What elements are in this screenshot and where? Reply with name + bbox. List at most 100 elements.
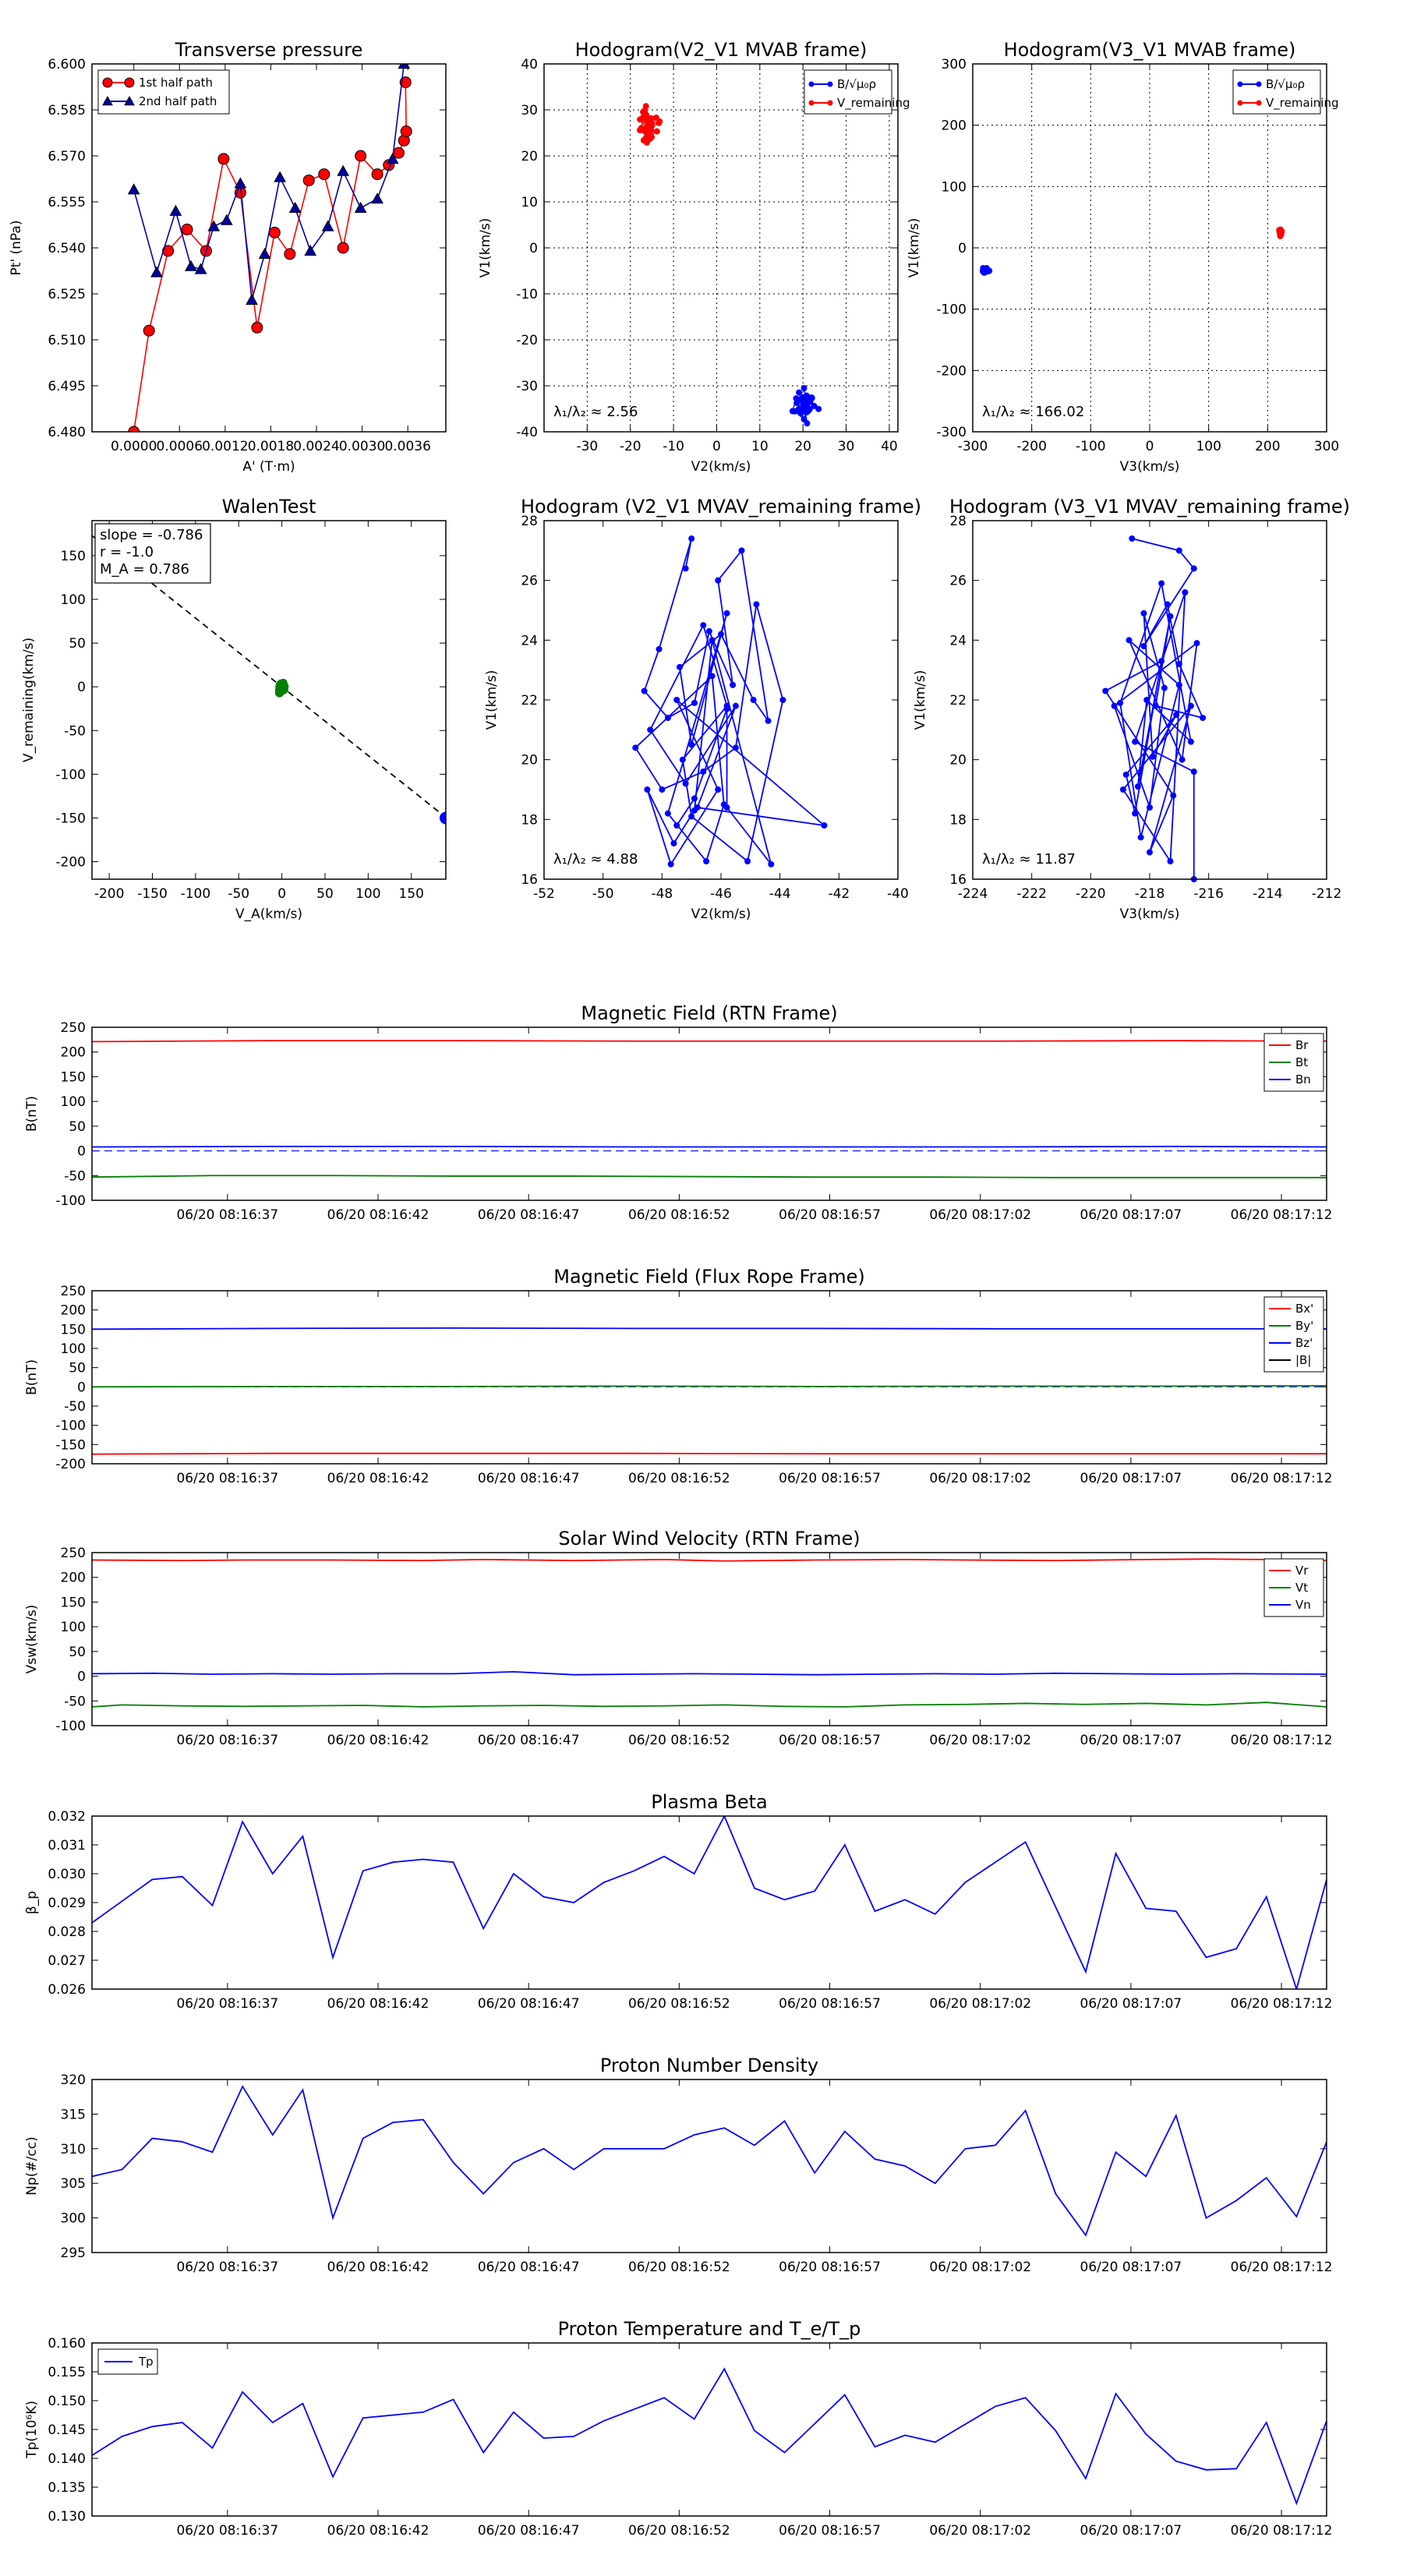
hodogram-v2v1-mvav-point (682, 780, 689, 787)
hodogram-v3v1-mvav-point (1173, 712, 1180, 719)
sw-velocity-series-group (92, 1558, 1327, 1708)
transverse-pressure-point (207, 220, 221, 231)
hodogram-v2v1-mvab-title: Hodogram(V2_V1 MVAB frame) (575, 39, 868, 61)
sw-velocity-ytick-label: -50 (64, 1694, 86, 1709)
sw-velocity-xtick-label: 06/20 08:16:42 (327, 1733, 429, 1748)
hodogram-v2v1-mvav-point (682, 565, 689, 572)
plasma-beta-series-group (92, 1816, 1327, 1989)
hodogram-v2v1-mvab-ytick-label: 10 (521, 195, 538, 210)
transverse-pressure-ytick-label: 6.510 (48, 333, 86, 348)
mag-fluxrope-line-Bz (92, 1327, 1327, 1330)
walen-test-xtick-label: 0 (277, 886, 286, 902)
sw-velocity-legend-label: Vr (1295, 1564, 1309, 1578)
walen-test-fit-line (92, 535, 446, 818)
transverse-pressure-xtick-label: 0.0012 (202, 439, 248, 454)
hodogram-v3v1-mvab-legend-marker (1237, 100, 1243, 106)
transverse-pressure-point (194, 263, 207, 274)
hodogram-v3v1-mvav-point (1102, 687, 1109, 694)
transverse-pressure-point (371, 193, 383, 204)
hodogram-v3v1-mvav-point (1187, 702, 1194, 709)
hodogram-v3v1-mvav-point (1182, 589, 1189, 595)
transverse-pressure-point (268, 226, 281, 239)
mag-rtn-xtick-label: 06/20 08:16:37 (176, 1207, 278, 1223)
hodogram-v2v1-mvab-xtick-label: -10 (663, 439, 684, 454)
hodogram-v2v1-mvab-xtick-label: 20 (794, 439, 811, 454)
transverse-pressure-point (400, 125, 412, 138)
transverse-pressure-point (337, 242, 349, 254)
hodogram-v2v1-mvav-point (732, 702, 739, 709)
walen-test-ylabel: V_remaining(km/s) (21, 638, 37, 762)
plasma-beta-ylabel: β_p (24, 1891, 40, 1914)
hodogram-v2v1-mvab-ytick-label: -20 (516, 333, 538, 348)
mag-rtn-ytick-label: -100 (55, 1193, 86, 1209)
hodogram-v2v1-mvav-ytick-label: 16 (521, 872, 538, 888)
sw-velocity-ytick-label: 250 (61, 1546, 86, 1561)
sw-velocity-ytick-label: -100 (55, 1719, 86, 1734)
hodogram-v2v1-mvav-point (664, 810, 671, 817)
plasma-beta-title: Plasma Beta (651, 1791, 767, 1813)
hodogram-v2v1-mvav-xlabel: V2(km/s) (691, 906, 751, 922)
transverse-pressure-point (274, 171, 287, 182)
hodogram-v2v1-mvab-point (639, 115, 646, 122)
hodogram-v2v1-mvab-point (645, 119, 652, 126)
hodogram-v2v1-mvav-point (723, 610, 730, 617)
mag-rtn-xtick-label: 06/20 08:16:57 (779, 1207, 881, 1223)
transverse-pressure-point (371, 168, 383, 181)
hodogram-v3v1-mvav-xtick-label: -214 (1253, 886, 1283, 902)
walen-test-xlabel: V_A(km/s) (235, 906, 302, 922)
hodogram-v2v1-mvav-point (709, 673, 716, 680)
proton-temperature-ytick-label: 0.155 (48, 2365, 86, 2380)
walen-test-point (275, 683, 284, 692)
proton-temperature-xtick-label: 06/20 08:16:57 (779, 2523, 881, 2539)
proton-density-xtick-label: 06/20 08:16:52 (628, 2260, 730, 2275)
hodogram-v2v1-mvav-xtick-label: -52 (533, 886, 555, 902)
hodogram-v2v1-mvab-ytick-label: 20 (521, 149, 538, 164)
hodogram-v3v1-mvav-ylabel: V1(km/s) (913, 670, 928, 730)
walen-test-ytick-label: -200 (55, 855, 86, 871)
proton-density-ytick-label: 320 (61, 2072, 86, 2088)
hodogram-v2v1-mvav-point (670, 840, 677, 846)
walen-test-xtick-label: -50 (228, 886, 249, 902)
proton-density-ytick-label: 305 (61, 2176, 86, 2192)
hodogram-v3v1-mvav-point (1158, 658, 1165, 665)
transverse-pressure-point (258, 247, 271, 259)
mag-fluxrope-plot-area (92, 1291, 1327, 1464)
hodogram-v2v1-mvav-point (664, 715, 671, 721)
hodogram-v2v1-mvab-ratio: λ₁/λ₂ ≈ 2.56 (553, 404, 638, 420)
proton-density-xtick-label: 06/20 08:16:57 (779, 2260, 881, 2275)
hodogram-v3v1-mvab-legend-marker (1256, 81, 1262, 87)
hodogram-v3v1-mvav-chart: Hodogram (V3_V1 MVAV_remaining frame) -22… (913, 496, 1350, 922)
hodogram-v3v1-mvab-xtick-label: 200 (1255, 439, 1280, 454)
mag-rtn-frame (91, 1027, 1327, 1201)
hodogram-v3v1-mvav-ytick-label: 18 (949, 812, 967, 828)
hodogram-v3v1-mvab-title: Hodogram(V3_V1 MVAB frame) (1004, 39, 1296, 61)
hodogram-v3v1-mvav-point (1126, 637, 1133, 644)
proton-temperature-ytick-label: 0.140 (48, 2451, 86, 2467)
hodogram-v2v1-mvab-legend-marker (827, 81, 833, 87)
hodogram-v3v1-mvav-frame (972, 520, 1327, 880)
transverse-pressure-ylabel: Pt' (nPa) (9, 221, 24, 276)
hodogram-v3v1-mvav-point (1158, 580, 1165, 587)
transverse-pressure-xtick-label: 0.0030 (339, 439, 385, 454)
walen-test-ytick-label: -50 (64, 723, 86, 739)
hodogram-v3v1-mvab-ytick-label: -100 (936, 302, 967, 318)
hodogram-v2v1-mvav-point (659, 786, 666, 793)
hodogram-v3v1-mvav-point (1122, 771, 1129, 778)
proton-density-ytick-label: 310 (61, 2142, 86, 2157)
hodogram-v3v1-mvav-point (1134, 783, 1141, 790)
sw-velocity-ytick-label: 150 (61, 1595, 86, 1610)
walen-test-textbox-line: slope = -0.786 (100, 527, 203, 543)
transverse-pressure-point (181, 223, 193, 235)
mag-rtn-xtick-label: 06/20 08:16:52 (628, 1207, 730, 1223)
transverse-pressure-point (321, 220, 334, 231)
hodogram-v2v1-mvav-point (709, 637, 716, 644)
walen-test-ytick-label: -150 (55, 811, 86, 826)
hodogram-v2v1-mvav-ytick-label: 24 (521, 633, 538, 648)
transverse-pressure-point (185, 260, 197, 271)
transverse-pressure-point (337, 164, 350, 176)
proton-temperature-xtick-label: 06/20 08:16:52 (628, 2523, 730, 2539)
walen-test-ytick-label: 100 (61, 592, 86, 608)
hodogram-v3v1-mvav-ytick-label: 26 (949, 574, 967, 589)
proton-density-chart: Proton Number Density 06/20 08:16:37 06/20… (24, 2055, 1332, 2275)
